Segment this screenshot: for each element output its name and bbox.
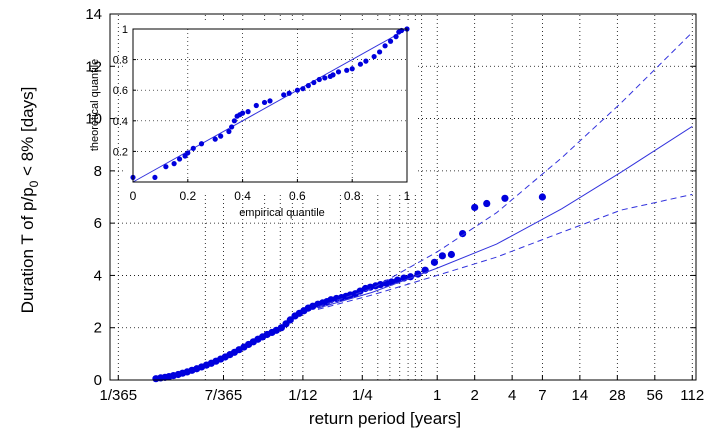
data-point bbox=[430, 258, 439, 266]
inset-data-point bbox=[226, 128, 232, 135]
data-point bbox=[447, 250, 455, 259]
inset-data-point bbox=[382, 43, 388, 49]
inset-data-point bbox=[190, 145, 196, 151]
x-tick-label: 28 bbox=[609, 387, 626, 404]
x-axis-label: return period [years] bbox=[309, 409, 461, 428]
inset-data-point bbox=[261, 99, 268, 106]
inset-x-tick-label: 0.4 bbox=[234, 189, 251, 203]
x-tick-label: 56 bbox=[646, 387, 663, 404]
y-tick-label: 0 bbox=[94, 372, 102, 389]
inset-data-point bbox=[245, 109, 251, 115]
fit-line bbox=[317, 125, 693, 309]
inset-y-tick-label: 0.8 bbox=[113, 55, 128, 67]
inset-reference-line bbox=[132, 28, 408, 183]
inset-data-point bbox=[163, 164, 169, 170]
inset-y-tick-label: 0.4 bbox=[113, 116, 128, 128]
inset-data-point bbox=[229, 124, 235, 130]
inset-data-point bbox=[294, 87, 300, 93]
inset-data-point bbox=[185, 150, 191, 156]
inset-chart: 0 0.2 0.4 0.6 0.8 1 0.2 0.4 0.6 0.8 1 empirical qu… bbox=[89, 22, 416, 219]
x-tick-label: 1/4 bbox=[352, 387, 373, 404]
x-tick-label: 1/365 bbox=[100, 387, 138, 404]
y-axis-label: Duration T of p/p0 < 8% [days] bbox=[18, 87, 41, 314]
inset-x-tick-label: 0 bbox=[130, 189, 137, 203]
inset-data-point bbox=[218, 133, 224, 139]
inset-y-tick-label: 0.2 bbox=[113, 146, 128, 158]
inset-grid bbox=[133, 29, 407, 182]
inset-data-point bbox=[253, 102, 259, 109]
data-point bbox=[459, 230, 467, 238]
inset-data-point bbox=[212, 136, 218, 142]
inset-y-axis-label: theoretical quantile bbox=[89, 59, 101, 151]
x-tick-label: 7/365 bbox=[205, 387, 243, 404]
inset-data-point bbox=[152, 174, 158, 181]
main-plot-frame bbox=[109, 13, 697, 381]
y-tick-label: 12 bbox=[85, 58, 102, 75]
data-point bbox=[538, 193, 546, 201]
inset-data-point bbox=[281, 92, 287, 98]
y-tick-label: 2 bbox=[94, 320, 102, 337]
main-series bbox=[152, 31, 693, 383]
inset-data-point bbox=[286, 90, 292, 96]
inset-data-point bbox=[267, 98, 273, 104]
x-tick-label: 14 bbox=[572, 387, 589, 404]
inset-data-point bbox=[311, 79, 317, 86]
inset-data-point bbox=[349, 66, 355, 72]
inset-data-point bbox=[335, 69, 342, 75]
y-tick-label: 10 bbox=[85, 111, 102, 128]
inset-x-axis-label: empirical quantile bbox=[239, 207, 325, 219]
y-axis-label-subscript: 0 bbox=[27, 180, 41, 187]
inset-data-point bbox=[171, 161, 177, 167]
x-tick-label: 1 bbox=[433, 387, 441, 404]
inset-data-point bbox=[387, 38, 394, 44]
inset-data-point bbox=[377, 49, 383, 55]
inset-data-point bbox=[330, 72, 336, 78]
y-tick-label: 4 bbox=[94, 267, 102, 284]
x-tick-label: 1/12 bbox=[288, 387, 317, 404]
inset-data-point bbox=[231, 118, 237, 124]
confidence-bound-line bbox=[317, 31, 693, 308]
y-axis-label-main: Duration T of p/p bbox=[18, 187, 37, 313]
inset-ticks: 0 0.2 0.4 0.6 0.8 1 0.2 0.4 0.6 0.8 1 bbox=[113, 24, 411, 203]
inset-data-point bbox=[198, 141, 205, 147]
y-tick-label: 6 bbox=[94, 215, 102, 232]
inset-series bbox=[130, 26, 410, 183]
inset-x-tick-label: 0.2 bbox=[179, 189, 196, 203]
inset-data-point bbox=[344, 67, 350, 73]
data-point bbox=[376, 280, 385, 289]
inset-data-point bbox=[300, 86, 306, 92]
data-point bbox=[483, 199, 491, 208]
inset-data-point bbox=[240, 110, 246, 116]
inset-data-point bbox=[393, 34, 399, 40]
inset-x-tick-label: 0.8 bbox=[344, 189, 361, 203]
inset-background bbox=[126, 22, 416, 192]
inset-x-tick-label: 1 bbox=[404, 189, 411, 203]
data-point bbox=[471, 203, 479, 212]
inset-plot-frame bbox=[132, 28, 408, 183]
x-tick-label: 7 bbox=[538, 387, 546, 404]
inset-data-point bbox=[322, 75, 328, 81]
inset-data-point bbox=[363, 58, 369, 64]
x-tick-label: 4 bbox=[508, 387, 516, 404]
data-point bbox=[387, 278, 396, 286]
x-tick-label: 2 bbox=[471, 387, 479, 404]
inset-data-point bbox=[176, 156, 183, 162]
inset-data-point bbox=[371, 53, 377, 60]
x-tick-label: 112 bbox=[680, 387, 704, 404]
inset-y-tick-label: 0.6 bbox=[113, 85, 128, 97]
inset-x-tick-label: 0.6 bbox=[289, 189, 306, 203]
inset-y-tick-label: 1 bbox=[122, 24, 128, 36]
inset-data-point bbox=[357, 61, 364, 67]
data-point bbox=[438, 252, 446, 260]
y-tick-label: 8 bbox=[94, 163, 102, 180]
y-tick-label: 14 bbox=[85, 6, 102, 23]
y-axis-label-rest: < 8% [days] bbox=[18, 87, 37, 181]
data-point bbox=[501, 194, 509, 202]
inset-data-point bbox=[305, 83, 311, 89]
inset-data-point bbox=[316, 76, 322, 83]
